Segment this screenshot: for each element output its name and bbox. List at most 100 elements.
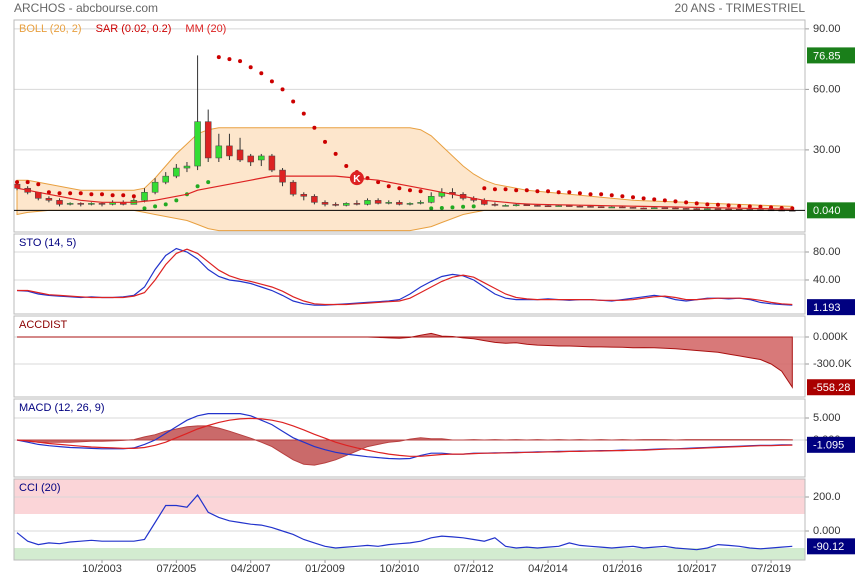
panel-background <box>14 399 805 477</box>
sar-dot <box>376 180 381 185</box>
panel-background <box>14 316 805 397</box>
sar-dot <box>195 184 200 189</box>
x-tick-label: 04/2014 <box>528 563 568 575</box>
candle-body <box>417 202 424 204</box>
sar-dot <box>577 191 582 196</box>
sar-dot <box>503 187 508 192</box>
value-box-label: 76.85 <box>813 50 841 62</box>
candle-body <box>151 181 159 193</box>
value-box <box>807 436 855 453</box>
value-box-label: 1.193 <box>813 302 841 314</box>
sar-dot <box>620 194 625 199</box>
panel-title: ACCDIST <box>19 319 68 331</box>
sar-dot <box>89 192 94 197</box>
sar-dot <box>492 187 497 192</box>
sar-dot <box>248 65 253 70</box>
candle-body <box>406 203 414 205</box>
event-marker <box>349 171 364 186</box>
sar-dot <box>450 205 455 210</box>
x-tick-label: 07/2005 <box>156 563 196 575</box>
panel-frame <box>13 478 806 561</box>
panel-title: CCI (20) <box>19 482 61 494</box>
candle-body <box>13 183 21 189</box>
panel-frame <box>13 398 806 478</box>
sar-dot <box>25 180 30 185</box>
x-tick-label: 10/2003 <box>82 563 122 575</box>
sar-dot <box>684 200 689 205</box>
sar-dot <box>57 191 62 196</box>
candle-body <box>650 207 658 210</box>
sar-dot <box>790 206 795 211</box>
y-tick-label: 90.00 <box>813 23 841 35</box>
candle-body <box>374 200 382 204</box>
sar-dot <box>588 192 593 197</box>
value-box <box>807 538 855 555</box>
x-tick-label: 10/2017 <box>677 563 717 575</box>
indicator-area <box>16 332 793 389</box>
x-tick-label: 01/2016 <box>602 563 642 575</box>
candle-body <box>247 155 254 163</box>
candle-body <box>714 208 722 210</box>
sar-dot <box>397 186 402 191</box>
y-tick-label: 40.00 <box>813 274 841 286</box>
y-tick-label: 80.00 <box>813 246 841 258</box>
candle-body <box>194 121 201 167</box>
legend-entry: SAR (0.02, 0.2) <box>96 23 172 35</box>
indicator-line <box>16 493 793 551</box>
candle-body <box>56 200 63 205</box>
x-tick-label: 07/2012 <box>454 563 494 575</box>
indicator-area <box>16 425 793 466</box>
sar-dot <box>652 197 657 202</box>
sar-dot <box>121 193 126 198</box>
sar-dot <box>673 199 678 204</box>
sar-dot <box>758 204 763 209</box>
sar-dot <box>726 203 731 208</box>
sar-dot <box>36 182 41 187</box>
x-tick-label: 10/2010 <box>379 563 419 575</box>
sar-dot <box>609 193 614 198</box>
candle-body <box>141 192 148 201</box>
candle-body <box>289 181 297 195</box>
candle-body <box>183 165 191 169</box>
candle-body <box>88 203 95 205</box>
period-label: 20 ANS - TRIMESTRIEL <box>675 1 806 15</box>
sar-dot <box>461 204 466 209</box>
candle-body <box>566 205 573 207</box>
sar-dot <box>301 111 306 116</box>
candle-body <box>300 194 308 197</box>
indicator-line <box>16 417 793 457</box>
candle-body <box>608 206 616 209</box>
overbought-band <box>14 479 805 515</box>
sar-dot <box>439 205 444 210</box>
candle-body <box>226 145 233 157</box>
sar-dot <box>662 198 667 203</box>
sar-dot <box>482 186 487 191</box>
sar-dot <box>206 180 211 185</box>
candle-body <box>555 205 562 207</box>
indicator-line <box>17 248 793 306</box>
candle-body <box>385 202 392 204</box>
candle-body <box>491 204 499 206</box>
panel-title: STO (14, 5) <box>19 237 76 249</box>
y-tick-label: 0.000K <box>813 331 849 343</box>
y-tick-label: 30.00 <box>813 144 841 156</box>
sar-dot <box>344 164 349 169</box>
candle-body <box>427 196 435 203</box>
candle-body <box>321 202 329 205</box>
candle-body <box>45 198 53 201</box>
indicator-line <box>16 175 793 210</box>
sar-dot <box>323 139 328 144</box>
sar-dot <box>407 188 412 193</box>
candle-body <box>364 200 371 205</box>
sar-dot <box>46 190 51 195</box>
candle-body <box>173 167 180 177</box>
candle-body <box>396 202 403 205</box>
sar-dot <box>747 204 752 209</box>
panel-title: MACD (12, 26, 9) <box>19 402 105 414</box>
x-tick-label: 07/2019 <box>751 563 791 575</box>
legend-entry: BOLL (20, 2) <box>19 23 82 35</box>
y-tick-label: 60.00 <box>813 83 841 95</box>
candle-body <box>640 207 647 210</box>
value-box-label: -1.095 <box>813 440 844 452</box>
